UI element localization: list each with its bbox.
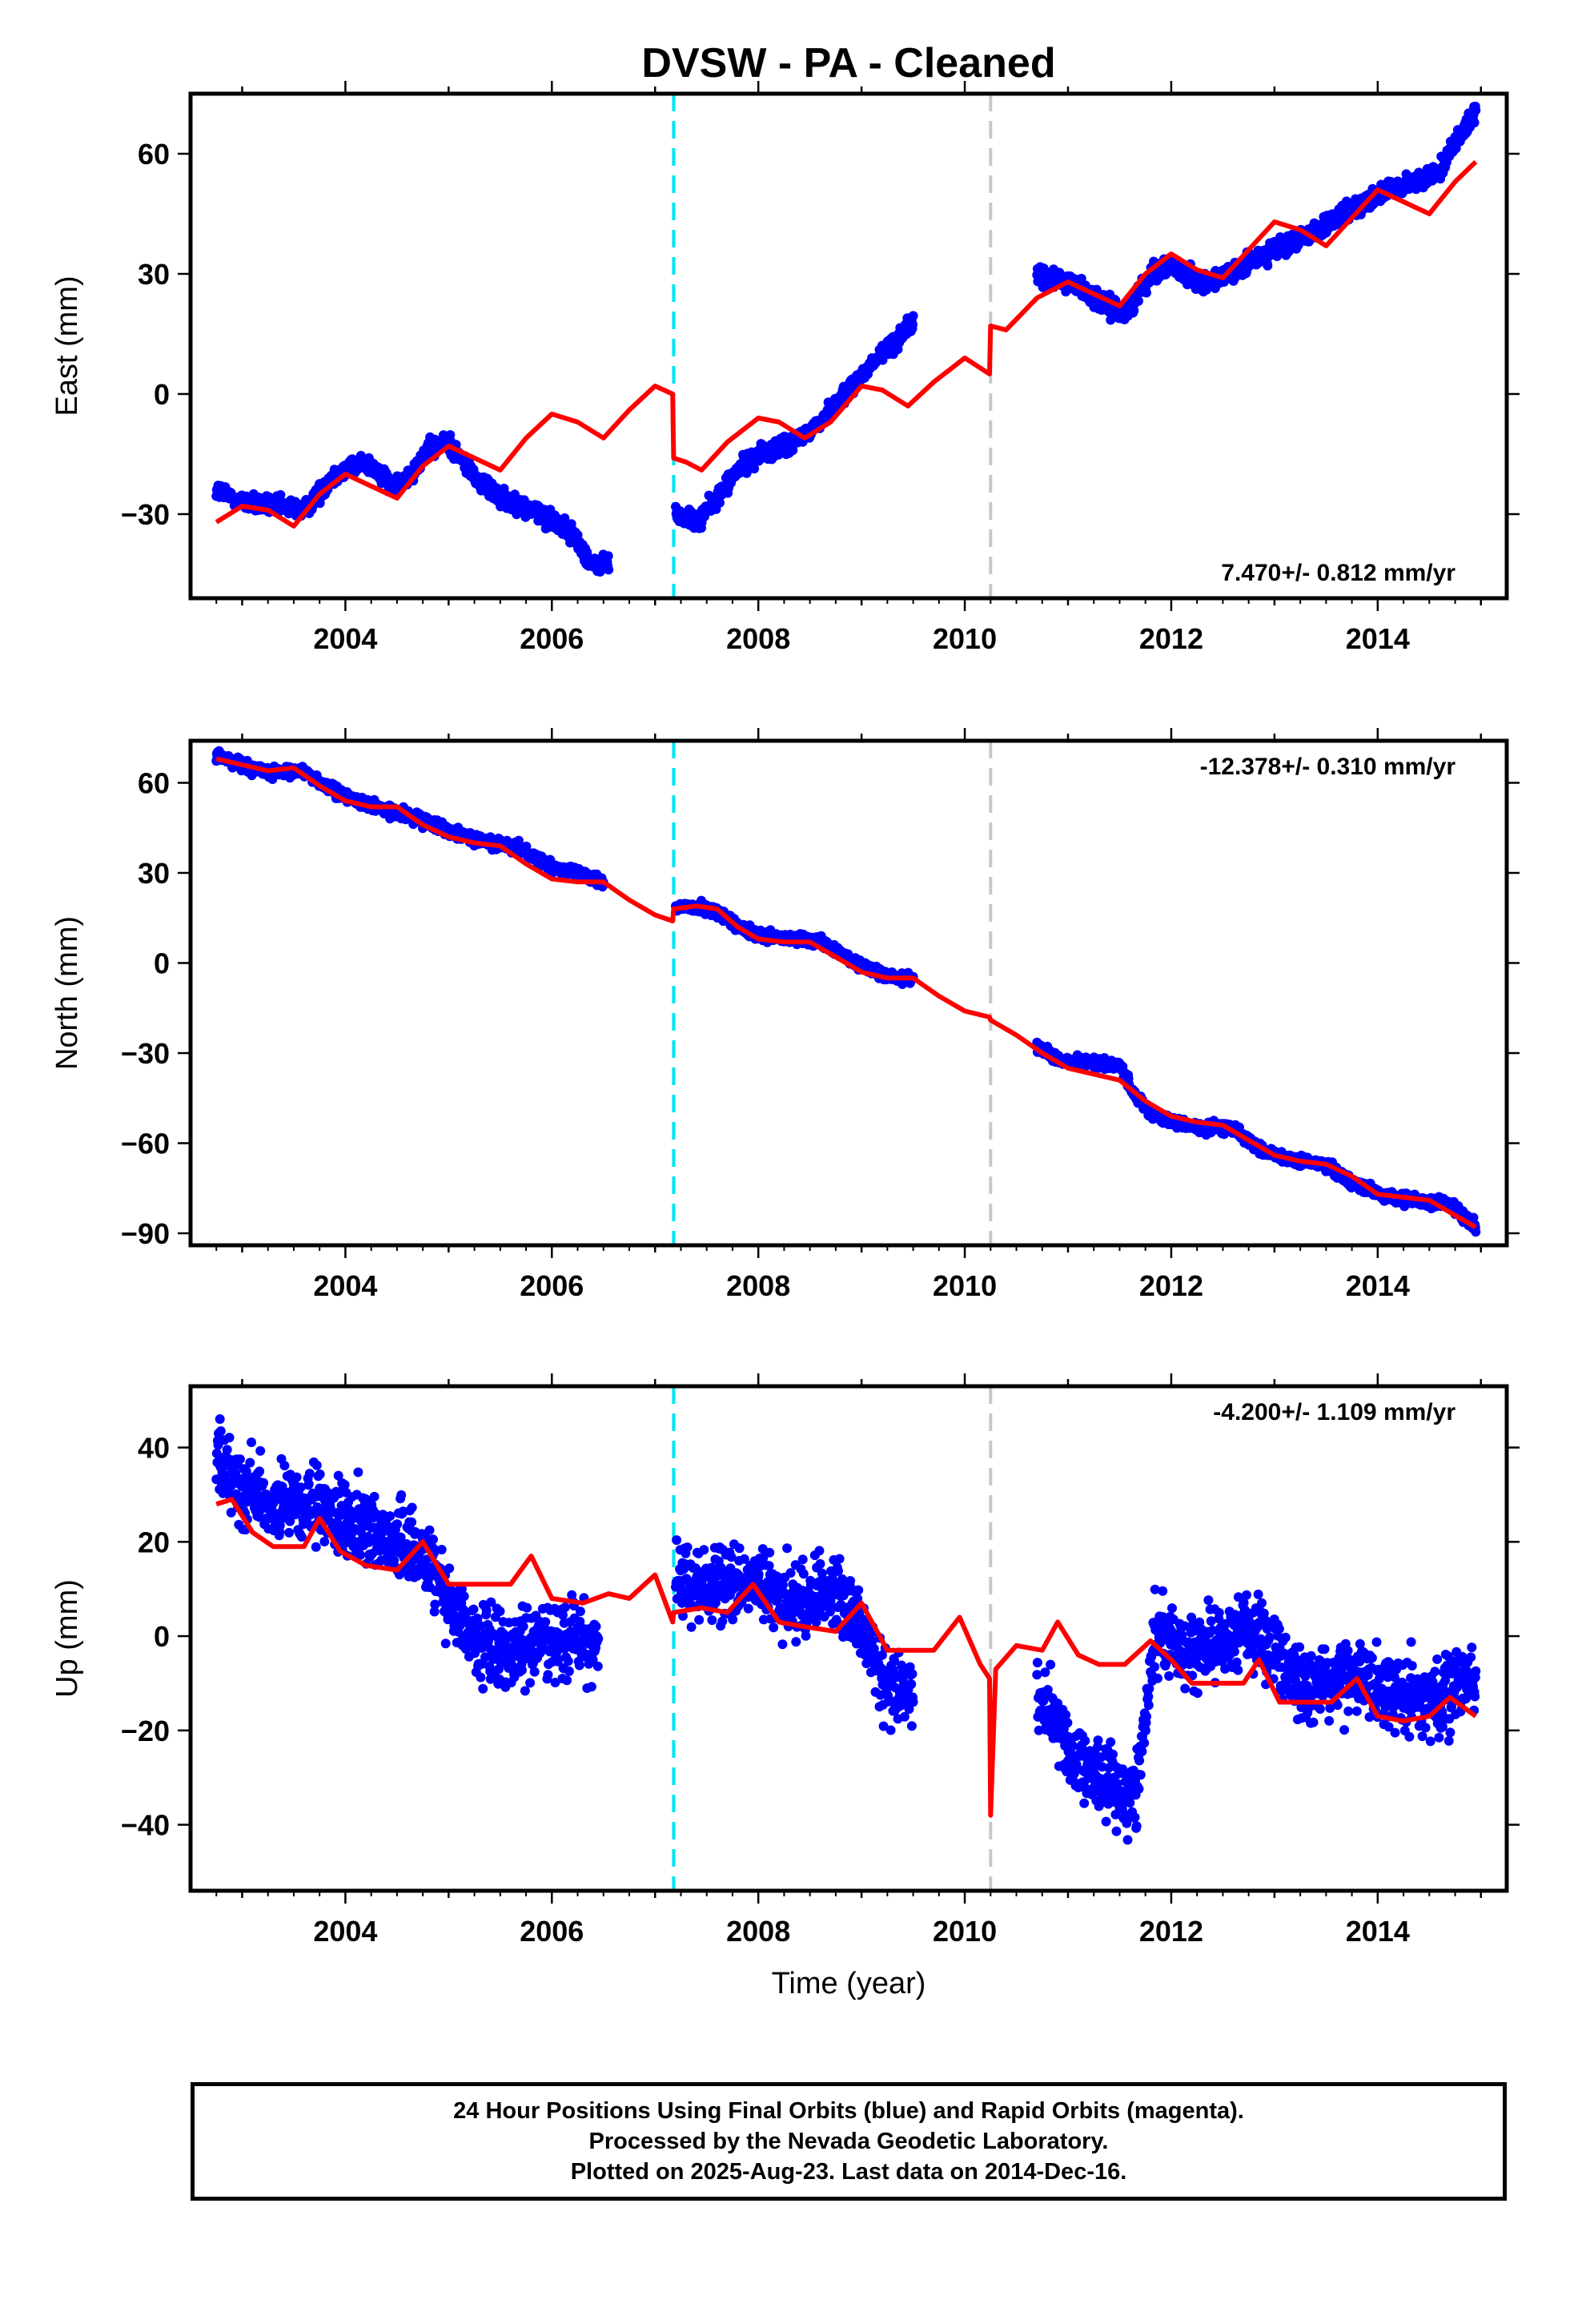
north-panel: 2004 2006 2008 2010 2012 2014 −90 −60 −30 0 30 60 No… <box>50 728 1520 1302</box>
north-y-axis-label: North (mm) <box>50 916 84 1070</box>
east-data-point <box>603 551 613 561</box>
east-y-tick-label: −30 <box>121 498 170 531</box>
east-x-tick-label: 2008 <box>726 622 790 655</box>
north-y-tick-label: 0 <box>154 947 170 980</box>
east-data-point <box>560 513 570 523</box>
east-data-point <box>1263 260 1273 271</box>
north-plot-area <box>211 741 1481 1245</box>
north-x-tick-label: 2004 <box>313 1269 377 1302</box>
east-data-point <box>1469 118 1480 128</box>
east-data-point <box>1142 287 1151 298</box>
east-rate-label: 7.470+/- 0.812 mm/yr <box>1221 560 1456 586</box>
east-frame <box>188 91 1509 601</box>
east-data-point <box>715 497 725 508</box>
north-y-tick-label: 60 <box>138 767 170 800</box>
east-data-point <box>788 445 798 456</box>
east-data-point <box>749 464 760 474</box>
east-data-point <box>1471 105 1481 115</box>
north-x-tick-label: 2008 <box>726 1269 790 1302</box>
up-data-point <box>211 1448 222 1458</box>
north-x-tick-label: 2014 <box>1346 1269 1410 1302</box>
up-data-point <box>231 1469 241 1478</box>
east-data-point <box>604 565 614 575</box>
north-y-tick-label: −90 <box>121 1217 170 1250</box>
north-data-point <box>1471 1227 1481 1237</box>
east-data-point <box>1134 296 1143 306</box>
up-data-point <box>224 1433 235 1443</box>
up-data-points <box>211 1414 1481 1845</box>
up-data-point <box>222 1445 232 1455</box>
north-x-tick-label: 2012 <box>1139 1269 1203 1302</box>
north-y-tick-label: −30 <box>121 1037 170 1070</box>
east-x-tick-label: 2004 <box>313 622 377 655</box>
figure-title: DVSW - PA - Cleaned <box>641 40 1055 86</box>
north-y-tick-label: 30 <box>138 857 170 890</box>
east-x-tick-label: 2010 <box>933 622 997 655</box>
north-rate-label: -12.378+/- 0.310 mm/yr <box>1200 754 1456 780</box>
east-y-tick-label: 0 <box>154 378 170 411</box>
east-panel: 2004 2006 2008 2010 2012 2014 −30 0 30 60 East (mm… <box>50 81 1520 655</box>
up-data-point <box>215 1414 225 1424</box>
east-plot-area <box>211 94 1481 598</box>
north-y-tick-label: −60 <box>121 1128 170 1160</box>
east-x-tick-label: 2006 <box>520 622 584 655</box>
east-data-point <box>908 311 918 321</box>
east-y-axis-label: East (mm) <box>50 275 84 416</box>
east-data-point <box>275 490 286 500</box>
north-x-tick-label: 2010 <box>933 1269 997 1302</box>
north-frame <box>188 738 1509 1248</box>
north-model-line <box>215 756 1477 1230</box>
east-model-line <box>215 159 1478 529</box>
east-y-tick-label: 60 <box>138 138 170 171</box>
up-plot-area <box>211 1386 1481 1891</box>
east-x-tick-label: 2014 <box>1346 622 1410 655</box>
north-x-tick-label: 2006 <box>520 1269 584 1302</box>
up-data-point <box>226 1507 236 1518</box>
up-data-point <box>215 1426 226 1436</box>
north-data-points <box>211 746 1481 1237</box>
east-data-point <box>908 320 917 330</box>
east-data-points <box>211 101 1481 577</box>
east-x-tick-label: 2012 <box>1139 622 1203 655</box>
east-y-tick-label: 30 <box>138 258 170 291</box>
